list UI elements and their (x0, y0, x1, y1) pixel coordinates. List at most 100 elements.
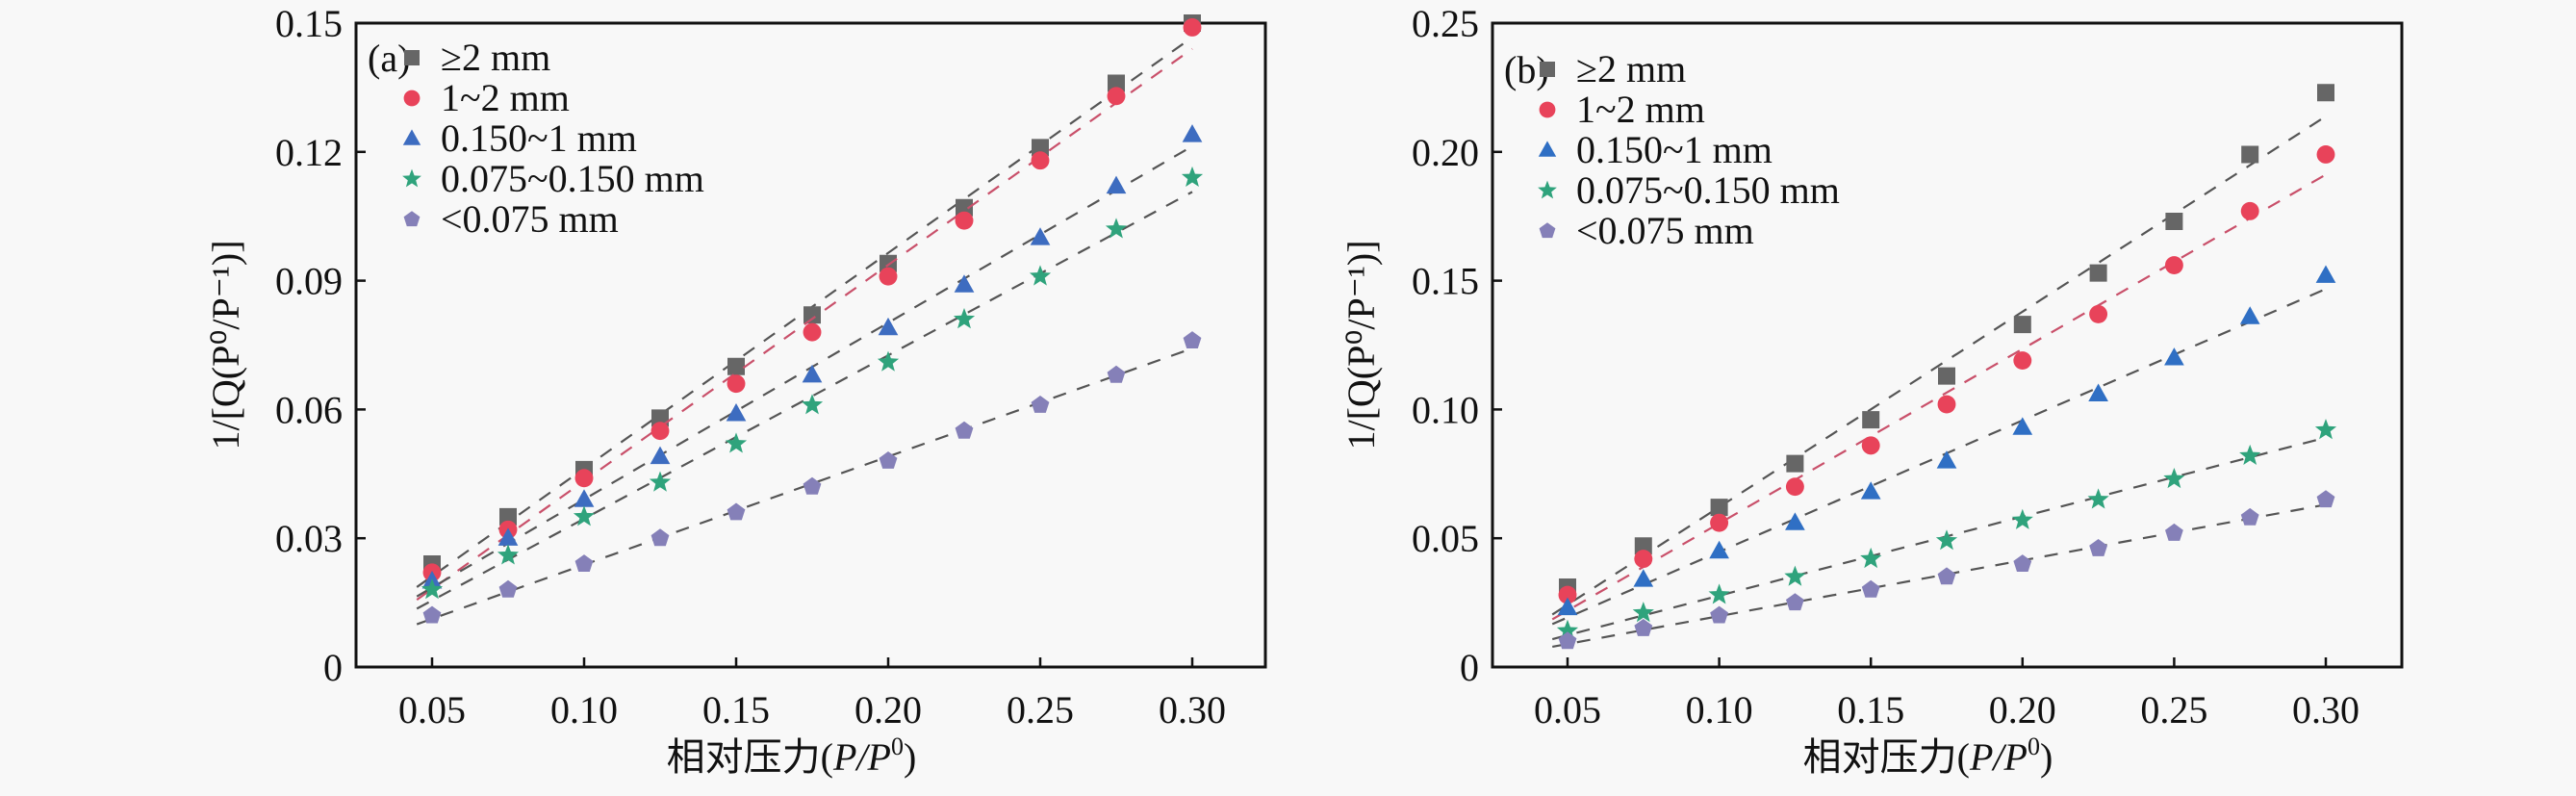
y-tick-label: 0.05 (1412, 517, 1479, 560)
y-tick-label: 0.25 (1412, 2, 1479, 45)
data-point (727, 374, 746, 394)
data-point (650, 422, 670, 441)
x-axis-title: 相对压力(P/P0) (1803, 732, 2053, 779)
data-point (1182, 124, 1203, 142)
series-1 (416, 18, 1202, 602)
fit-line (416, 191, 1193, 610)
data-point (879, 451, 898, 469)
legend: (b) ≥2 mm1~2 mm0.150~1 mm0.075~0.150 mm<0… (1504, 47, 1840, 252)
data-point (2012, 417, 2033, 435)
plot-frame (354, 21, 1267, 669)
series-2 (416, 124, 1203, 598)
fit-line (416, 47, 1193, 602)
data-point (1558, 585, 1577, 604)
data-point (956, 198, 973, 217)
fit-line (1552, 503, 2327, 649)
data-point (1105, 218, 1128, 239)
data-point (2089, 264, 2107, 282)
data-point (1938, 367, 1955, 385)
y-tick-label: 0.12 (275, 131, 343, 174)
data-point (2240, 201, 2259, 220)
legend-label: 1~2 mm (441, 76, 570, 119)
data-point (650, 446, 671, 465)
x-tick-label: 0.15 (702, 688, 770, 732)
legend-label: ≥2 mm (1576, 47, 1686, 90)
data-point (880, 254, 897, 272)
y-tick-label: 0 (323, 646, 343, 689)
x-tick-label: 0.25 (2140, 688, 2207, 732)
data-point (1785, 477, 1804, 497)
data-point (422, 605, 442, 624)
data-point (1634, 537, 1652, 555)
y-tick-label: 0.15 (1412, 260, 1479, 303)
y-axis-title: 1/[Q(P⁰/P⁻¹)] (204, 240, 247, 449)
data-point (879, 267, 898, 286)
data-point (725, 432, 748, 453)
data-point (2013, 554, 2032, 572)
data-point (1030, 227, 1051, 245)
data-point (803, 322, 822, 342)
data-point (1936, 450, 1957, 469)
data-point (1632, 602, 1654, 623)
data-point (1861, 579, 1880, 598)
legend-marker (402, 129, 421, 145)
y-tick-label: 0.15 (275, 2, 343, 45)
data-point (877, 350, 900, 372)
panel-b: 0 0.05 0.10 0.15 0.20 0.25 0.05 0.10 0.15 0.20 0.2… (1339, 2, 2404, 779)
data-point (1860, 481, 1881, 500)
data-point (803, 476, 822, 495)
data-point (2013, 316, 2031, 334)
data-point (574, 554, 594, 572)
data-point (1634, 619, 1653, 636)
fit-line (416, 36, 1193, 588)
panel-a: 0 0.03 0.06 0.09 0.12 0.15 0.05 0.10 0.15 0.20 0.2… (204, 2, 1267, 779)
data-point (1031, 151, 1050, 170)
y-tick-label: 0.03 (275, 517, 343, 560)
legend-label: 1~2 mm (1576, 88, 1705, 131)
data-point (1937, 567, 1956, 585)
data-point (574, 489, 595, 507)
data-point (1181, 166, 1204, 187)
data-point (1107, 365, 1126, 383)
fit-line (1551, 288, 2327, 626)
data-point (878, 317, 899, 336)
data-point (1708, 583, 1730, 604)
data-point (2011, 508, 2033, 529)
data-point (2163, 468, 2185, 489)
data-point (955, 421, 974, 439)
data-point (802, 364, 823, 383)
data-point (1861, 436, 1880, 455)
data-point (1710, 499, 1728, 517)
x-tick-label: 0.20 (854, 688, 922, 732)
x-tick-label: 0.25 (1007, 688, 1074, 732)
legend-marker (1539, 101, 1556, 118)
data-point (2314, 419, 2337, 440)
data-point (2315, 265, 2336, 283)
data-point (1634, 550, 1653, 569)
data-point (2089, 304, 2108, 323)
data-point (803, 306, 821, 324)
data-point (1557, 597, 1578, 616)
data-point (1710, 605, 1728, 624)
data-point (574, 469, 594, 488)
legend-marker (1539, 222, 1556, 239)
data-point (2316, 490, 2335, 508)
data-point (497, 544, 520, 565)
data-point (955, 211, 974, 230)
data-point (2317, 84, 2334, 102)
series-4 (416, 331, 1202, 626)
legend-marker (1540, 62, 1555, 77)
legend-marker (1538, 180, 1557, 199)
x-tick-label: 0.15 (1837, 688, 1904, 732)
data-point (1558, 631, 1577, 650)
legend-marker (402, 168, 421, 188)
y-axis-title: 1/[Q(P⁰/P⁻¹)] (1339, 240, 1383, 449)
series-1 (1551, 145, 2335, 621)
data-point (1556, 619, 1579, 640)
data-point (1710, 513, 1729, 532)
legend: (a) ≥2 mm1~2 mm0.150~1 mm0.075~0.150 mm<0… (368, 36, 704, 241)
legend-label: 0.075~0.150 mm (441, 157, 704, 200)
data-point (1784, 565, 1806, 586)
y-tick-label: 0 (1460, 646, 1479, 689)
